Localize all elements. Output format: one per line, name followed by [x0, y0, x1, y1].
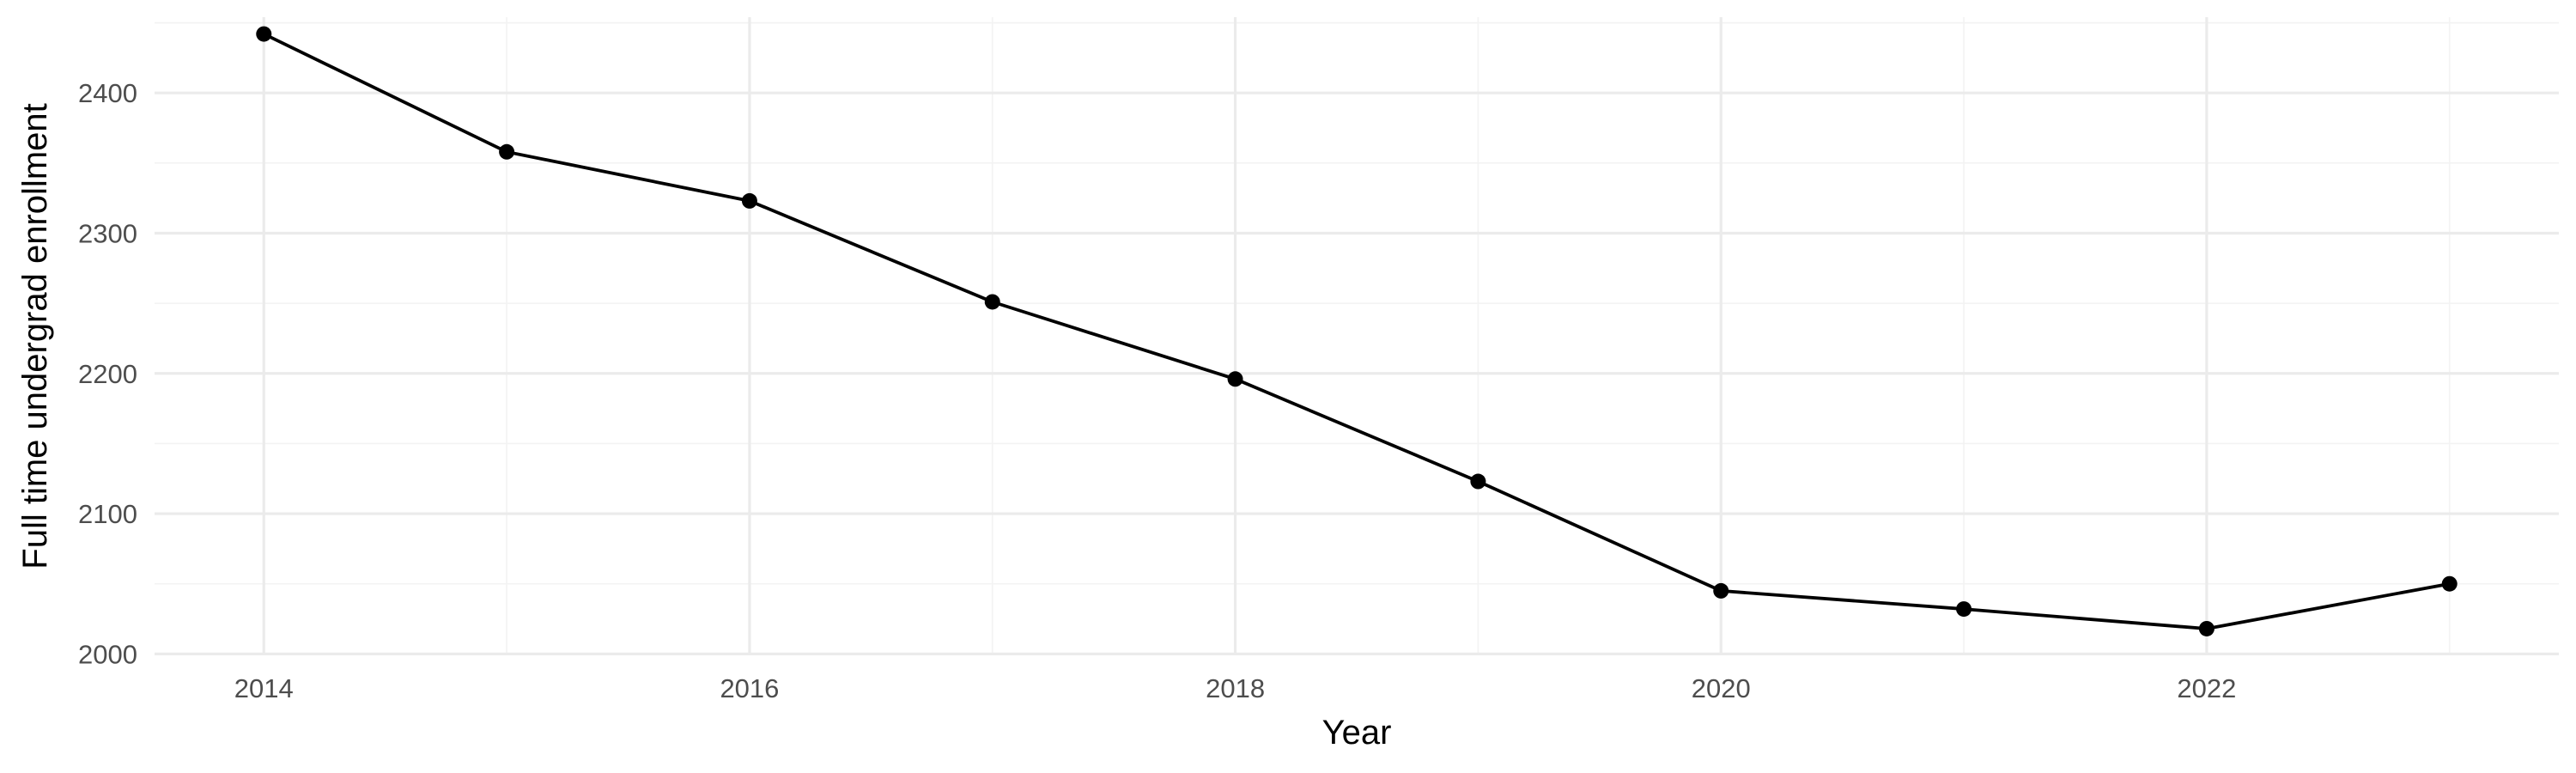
data-point-2022	[2198, 620, 2215, 636]
data-point-2016	[741, 192, 757, 209]
data-point-2017	[984, 294, 1000, 310]
x-axis-title: Year	[1322, 714, 1392, 752]
x-tick-label-3: 2020	[1692, 673, 1751, 703]
data-point-2015	[499, 143, 515, 160]
series-enrollment	[256, 26, 2458, 636]
y-axis-ticks: 2000 2100 2200 2300 2400	[78, 78, 137, 669]
x-tick-label-0: 2014	[234, 673, 294, 703]
data-point-2014	[256, 26, 272, 42]
data-point-2020	[1713, 582, 1729, 599]
x-axis-ticks: 2014 2016 2018 2020 2022	[234, 673, 2237, 703]
x-tick-label-2: 2018	[1206, 673, 1265, 703]
data-point-2018	[1227, 371, 1243, 387]
data-point-2019	[1470, 473, 1486, 490]
data-point-2021	[1956, 601, 1972, 618]
y-tick-label-4: 2400	[78, 78, 137, 108]
data-point-2023	[2441, 575, 2458, 592]
x-tick-label-4: 2022	[2177, 673, 2236, 703]
y-tick-label-1: 2100	[78, 499, 137, 529]
y-tick-label-2: 2200	[78, 359, 137, 389]
y-tick-label-0: 2000	[78, 639, 137, 669]
y-tick-label-3: 2300	[78, 218, 137, 248]
grid-lines	[155, 17, 2559, 655]
y-axis-title: Full time undergrad enrollment	[16, 103, 54, 569]
enrollment-line	[262, 32, 2451, 630]
x-tick-label-1: 2016	[720, 673, 779, 703]
